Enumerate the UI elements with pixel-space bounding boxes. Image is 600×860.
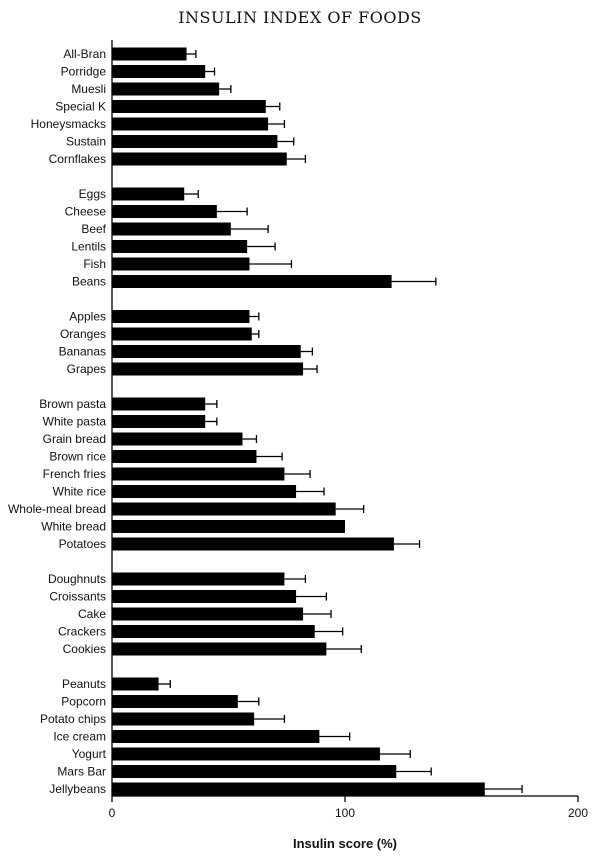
category-label: French fries	[43, 467, 106, 481]
bar	[112, 712, 255, 726]
bar	[112, 730, 320, 743]
bar	[112, 117, 269, 131]
bar	[112, 642, 327, 656]
category-label: Cheese	[65, 205, 107, 219]
category-label: Beef	[81, 222, 106, 236]
bar	[112, 310, 250, 323]
category-label: Jellybeans	[49, 782, 106, 796]
category-label: Croissants	[49, 590, 106, 604]
category-label: All-Bran	[63, 47, 106, 61]
category-label: Cake	[78, 607, 106, 621]
bar	[112, 187, 185, 201]
bar	[112, 520, 345, 533]
bar	[112, 677, 159, 691]
category-label: White rice	[53, 485, 107, 499]
category-label: Peanuts	[62, 677, 106, 691]
bar	[112, 607, 304, 621]
category-labels-layer: All-Bran Porridge Muesli Special K Honeysmac…	[8, 47, 107, 796]
bar	[112, 345, 301, 358]
bars-layer	[112, 47, 485, 796]
x-tick-label: 200	[568, 806, 588, 820]
category-label: Potatoes	[59, 537, 106, 551]
bar	[112, 82, 220, 96]
category-label: Honeysmacks	[31, 117, 106, 131]
category-label: Sustain	[66, 135, 106, 149]
bar	[112, 450, 257, 463]
bar	[112, 782, 485, 796]
x-tick-label: 100	[335, 806, 355, 820]
category-label: Brown pasta	[39, 397, 106, 411]
category-label: Porridge	[61, 65, 107, 79]
category-label: Special K	[55, 100, 106, 114]
category-label: Potato chips	[40, 712, 106, 726]
bar	[112, 135, 278, 148]
category-label: Cornflakes	[49, 152, 106, 166]
bar	[112, 222, 231, 236]
bar	[112, 467, 285, 481]
category-label: Beans	[72, 275, 106, 289]
bar	[112, 415, 206, 428]
x-tick-label: 0	[109, 806, 116, 820]
category-label: Cookies	[63, 642, 106, 656]
category-label: Mars Bar	[57, 765, 106, 779]
bar	[112, 240, 248, 253]
bar	[112, 100, 266, 113]
category-label: Popcorn	[61, 695, 106, 709]
bar	[112, 47, 187, 61]
bar	[112, 257, 250, 271]
bar	[112, 327, 252, 341]
chart-title: INSULIN INDEX OF FOODS	[178, 8, 422, 27]
category-label: Eggs	[79, 187, 106, 201]
category-label: Muesli	[71, 82, 106, 96]
error-bars-layer	[158, 50, 523, 793]
bar	[112, 765, 397, 778]
bar	[112, 152, 287, 166]
category-label: Ice cream	[53, 730, 106, 744]
bar	[112, 205, 217, 218]
bar	[112, 695, 238, 708]
category-label: Crackers	[58, 625, 106, 639]
category-label: Bananas	[59, 345, 106, 359]
category-label: Doughnuts	[48, 572, 106, 586]
category-label: Grapes	[67, 362, 106, 376]
category-label: White pasta	[43, 415, 107, 429]
category-label: Apples	[69, 310, 106, 324]
bar	[112, 485, 297, 498]
bar	[112, 590, 297, 603]
category-label: Brown rice	[49, 450, 106, 464]
category-label: Grain bread	[43, 432, 106, 446]
category-label: Whole-meal bread	[8, 502, 106, 516]
x-ticks-layer: 0 100 200	[109, 796, 588, 820]
bar	[112, 432, 243, 446]
bar	[112, 65, 206, 78]
category-label: Oranges	[60, 327, 106, 341]
bar	[112, 572, 285, 586]
x-axis-label: Insulin score (%)	[292, 836, 398, 851]
category-label: White bread	[41, 520, 106, 534]
bar	[112, 502, 336, 516]
category-label: Yogurt	[72, 747, 107, 761]
bar	[112, 537, 394, 551]
category-label: Fish	[83, 257, 106, 271]
bar	[112, 625, 315, 638]
category-label: Lentils	[71, 240, 106, 254]
bar	[112, 397, 206, 411]
bar	[112, 275, 392, 288]
bar	[112, 747, 380, 761]
bar	[112, 362, 304, 376]
